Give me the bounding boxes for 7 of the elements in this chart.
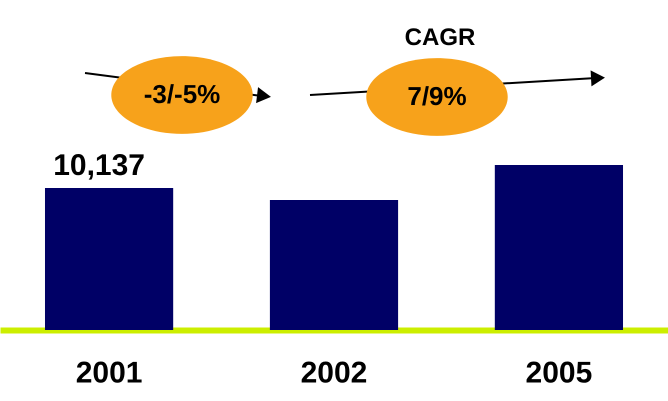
text: 7/9% <box>407 81 467 111</box>
x-tick-label: 2002 <box>300 356 368 390</box>
x-tick-label: 2005 <box>526 356 592 390</box>
data-label: 10,137 <box>53 149 145 182</box>
x-tick-label: 2001 <box>76 356 142 390</box>
text: CAGR <box>404 24 476 51</box>
text: -3/-5% <box>144 79 220 109</box>
